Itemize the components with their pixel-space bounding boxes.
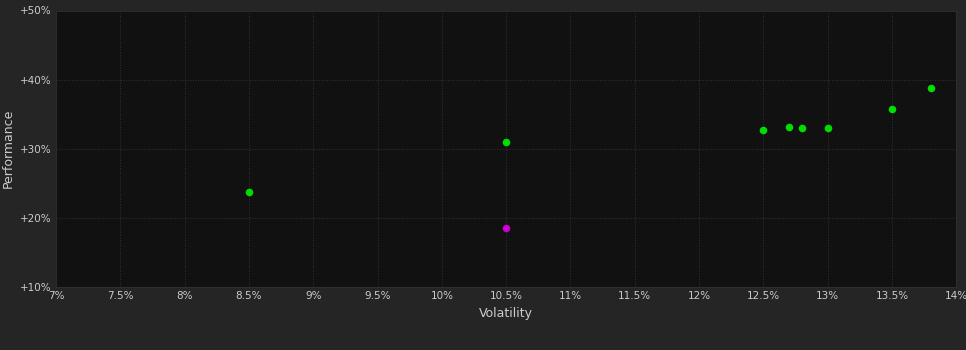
Point [755,127,771,133]
X-axis label: Volatility: Volatility [479,307,533,320]
Y-axis label: Performance: Performance [2,109,14,188]
Point [923,85,938,91]
Point [781,124,797,130]
Point [820,125,836,131]
Point [242,189,257,195]
Point [498,139,514,145]
Point [884,106,899,111]
Point [794,125,810,131]
Point [498,225,514,231]
